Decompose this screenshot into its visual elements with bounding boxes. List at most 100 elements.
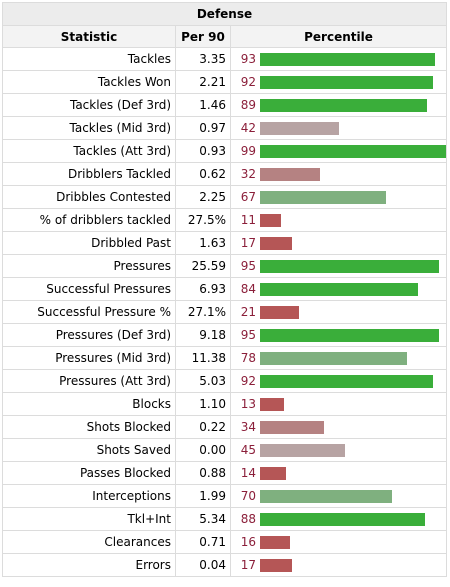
table-row: Shots Blocked 0.22 34 (2, 415, 447, 439)
statistic-header[interactable]: Statistic (2, 25, 176, 48)
per90-value: 11.38 (175, 346, 231, 370)
stat-name: Blocks (2, 392, 176, 416)
percentile-bar (260, 190, 386, 204)
percentile-value: 17 (240, 236, 256, 250)
table-row: Pressures (Att 3rd) 5.03 92 (2, 369, 447, 393)
per90-value: 2.25 (175, 185, 231, 209)
table-row: Dribbles Contested 2.25 67 (2, 185, 447, 209)
percentile-cell: 34 (230, 415, 447, 439)
stat-name: Dribblers Tackled (2, 162, 176, 186)
table-row: Clearances 0.71 16 (2, 530, 447, 554)
stat-name: Successful Pressures (2, 277, 176, 301)
percentile-bar (260, 305, 299, 319)
percentile-cell: 84 (230, 277, 447, 301)
table-row: Passes Blocked 0.88 14 (2, 461, 447, 485)
percentile-bar (260, 213, 281, 227)
table-row: Errors 0.04 17 (2, 553, 447, 577)
percentile-cell: 67 (230, 185, 447, 209)
percentile-value: 92 (240, 75, 256, 89)
stat-name: Successful Pressure % (2, 300, 176, 324)
per90-value: 0.00 (175, 438, 231, 462)
percentile-cell: 93 (230, 47, 447, 71)
table-row: Tackles 3.35 93 (2, 47, 447, 71)
stat-name: Shots Blocked (2, 415, 176, 439)
table-title-row: Defense (2, 2, 447, 26)
per90-value: 0.88 (175, 461, 231, 485)
table-row: Pressures (Def 3rd) 9.18 95 (2, 323, 447, 347)
table-row: Tkl+Int 5.34 88 (2, 507, 447, 531)
per90-value: 6.93 (175, 277, 231, 301)
per90-header[interactable]: Per 90 (175, 25, 231, 48)
percentile-bar (260, 52, 435, 66)
percentile-bar (260, 144, 446, 158)
percentile-cell: 78 (230, 346, 447, 370)
percentile-cell: 32 (230, 162, 447, 186)
percentile-cell: 42 (230, 116, 447, 140)
table-row: Successful Pressures 6.93 84 (2, 277, 447, 301)
table-row: Interceptions 1.99 70 (2, 484, 447, 508)
percentile-cell: 89 (230, 93, 447, 117)
percentile-value: 17 (240, 558, 256, 572)
percentile-value: 93 (240, 52, 256, 66)
percentile-cell: 92 (230, 70, 447, 94)
percentile-value: 21 (240, 305, 256, 319)
percentile-value: 89 (240, 98, 256, 112)
per90-value: 1.46 (175, 93, 231, 117)
percentile-header[interactable]: Percentile (230, 25, 447, 48)
percentile-bar (260, 489, 392, 503)
percentile-bar (260, 535, 290, 549)
stat-name: Pressures (2, 254, 176, 278)
table-row: Tackles (Mid 3rd) 0.97 42 (2, 116, 447, 140)
per90-value: 0.22 (175, 415, 231, 439)
table-row: Pressures 25.59 95 (2, 254, 447, 278)
percentile-bar (260, 420, 324, 434)
percentile-bar (260, 259, 439, 273)
percentile-cell: 70 (230, 484, 447, 508)
percentile-cell: 16 (230, 530, 447, 554)
percentile-bar (260, 512, 425, 526)
percentile-value: 34 (240, 420, 256, 434)
percentile-value: 45 (240, 443, 256, 457)
stat-name: Tackles (2, 47, 176, 71)
per90-value: 5.34 (175, 507, 231, 531)
percentile-cell: 17 (230, 553, 447, 577)
stat-name: Passes Blocked (2, 461, 176, 485)
per90-value: 0.71 (175, 530, 231, 554)
stat-name: Dribbled Past (2, 231, 176, 255)
percentile-cell: 95 (230, 323, 447, 347)
table-row: Tackles (Att 3rd) 0.93 99 (2, 139, 447, 163)
stat-name: Tackles (Mid 3rd) (2, 116, 176, 140)
stat-name: Dribbles Contested (2, 185, 176, 209)
percentile-value: 16 (240, 535, 256, 549)
percentile-bar (260, 466, 286, 480)
percentile-value: 95 (240, 259, 256, 273)
percentile-value: 88 (240, 512, 256, 526)
table-row: Dribbled Past 1.63 17 (2, 231, 447, 255)
percentile-value: 11 (240, 213, 256, 227)
per90-value: 0.93 (175, 139, 231, 163)
stat-name: Clearances (2, 530, 176, 554)
stat-name: Errors (2, 553, 176, 577)
table-row: Pressures (Mid 3rd) 11.38 78 (2, 346, 447, 370)
per90-value: 27.5% (175, 208, 231, 232)
percentile-cell: 88 (230, 507, 447, 531)
percentile-cell: 92 (230, 369, 447, 393)
percentile-cell: 14 (230, 461, 447, 485)
percentile-bar (260, 374, 433, 388)
per90-value: 0.97 (175, 116, 231, 140)
percentile-bar (260, 282, 418, 296)
stat-name: Shots Saved (2, 438, 176, 462)
defense-table: Defense Statistic Per 90 Percentile Tack… (2, 2, 447, 577)
percentile-cell: 21 (230, 300, 447, 324)
stat-name: Pressures (Def 3rd) (2, 323, 176, 347)
percentile-bar (260, 75, 433, 89)
per90-value: 1.10 (175, 392, 231, 416)
stat-name: Tackles (Att 3rd) (2, 139, 176, 163)
per90-value: 1.63 (175, 231, 231, 255)
table-row: Shots Saved 0.00 45 (2, 438, 447, 462)
percentile-bar (260, 98, 427, 112)
table-row: % of dribblers tackled 27.5% 11 (2, 208, 447, 232)
column-header-row: Statistic Per 90 Percentile (2, 25, 447, 48)
percentile-value: 70 (240, 489, 256, 503)
per90-value: 1.99 (175, 484, 231, 508)
